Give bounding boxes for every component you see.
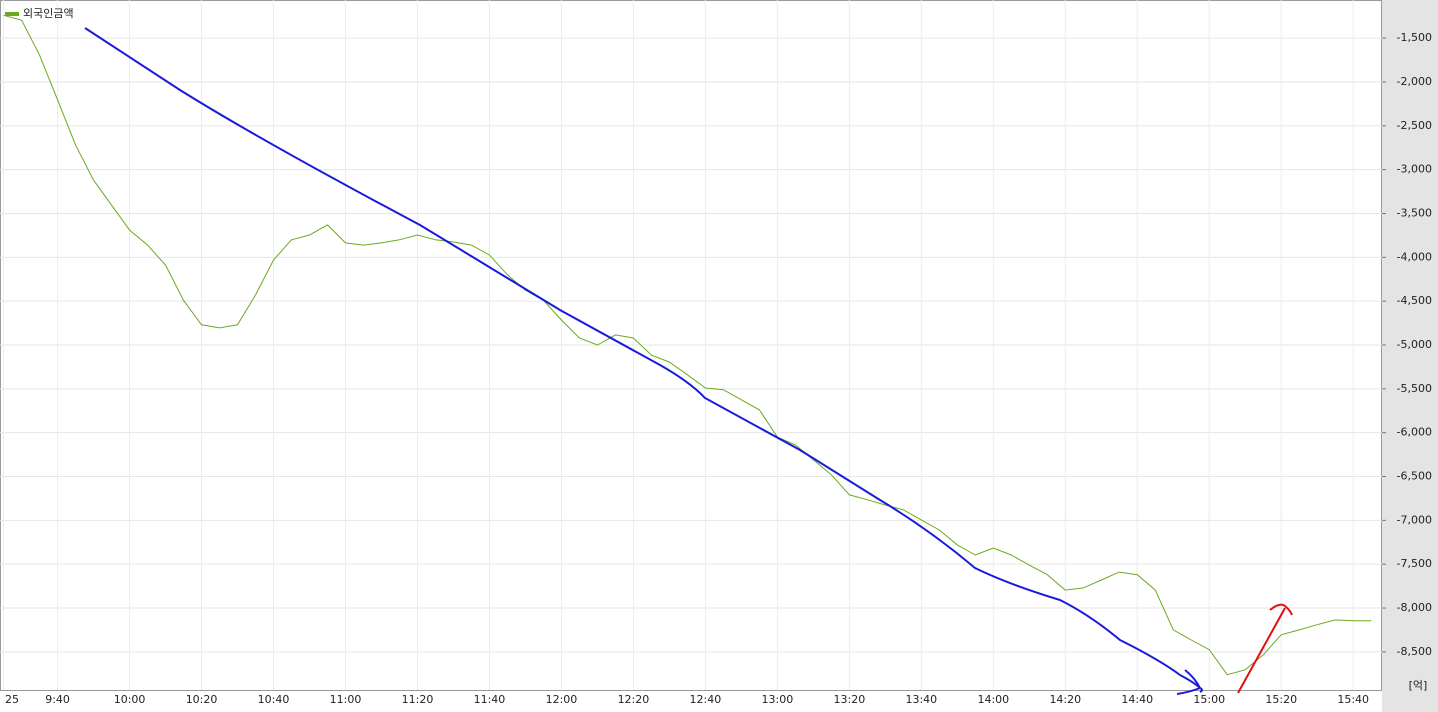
x-tick-label: 12:20 <box>618 693 650 706</box>
x-tick-label: 13:40 <box>905 693 937 706</box>
x-tick-label: 9:40 <box>45 693 70 706</box>
y-tick-label: -4,500 <box>1397 294 1432 307</box>
y-tick-label: -4,000 <box>1397 250 1432 263</box>
y-tick-label: -3,500 <box>1397 206 1432 219</box>
x-tick-label: 14:20 <box>1049 693 1081 706</box>
x-tick-label: 11:00 <box>330 693 362 706</box>
y-tick-label: -6,000 <box>1397 426 1432 439</box>
y-tick-label: -3,000 <box>1397 163 1432 176</box>
y-axis-panel <box>1382 0 1438 712</box>
y-tick-label: -5,500 <box>1397 382 1432 395</box>
x-tick-label: 10:20 <box>186 693 218 706</box>
x-tick-label: 15:00 <box>1193 693 1225 706</box>
y-tick-label: -8,000 <box>1397 601 1432 614</box>
x-tick-label: 13:20 <box>834 693 866 706</box>
x-tick-label: 11:40 <box>474 693 506 706</box>
y-tick-label: -7,500 <box>1397 557 1432 570</box>
marks <box>3 14 1372 676</box>
annotation-blue <box>84 27 1203 695</box>
y-tick-label: -8,500 <box>1397 645 1432 658</box>
x-tick-label: 15:40 <box>1337 693 1369 706</box>
y-unit: [억] <box>1409 679 1428 692</box>
x-tick-label: 14:40 <box>1121 693 1153 706</box>
y-tick-label: -2,500 <box>1397 119 1432 132</box>
x-tick-label: 12:40 <box>690 693 722 706</box>
x-tick-label: 25 <box>5 693 19 706</box>
y-tick-label: -1,500 <box>1397 31 1432 44</box>
grid <box>0 0 1386 690</box>
annotation-red <box>1237 603 1293 694</box>
x-tick-label: 15:20 <box>1265 693 1297 706</box>
x-tick-label: 10:40 <box>258 693 290 706</box>
x-tick-label: 14:00 <box>977 693 1009 706</box>
y-tick-label: -2,000 <box>1397 75 1432 88</box>
x-tick-label: 13:00 <box>762 693 794 706</box>
x-tick-label: 12:00 <box>546 693 578 706</box>
legend-label: 외국인금액 <box>23 7 74 20</box>
x-tick-label: 11:20 <box>402 693 434 706</box>
series-line <box>3 14 1372 676</box>
y-tick-label: -6,500 <box>1397 470 1432 483</box>
y-tick-label: -5,000 <box>1397 338 1432 351</box>
legend-swatch <box>5 12 19 16</box>
y-tick-label: -7,000 <box>1397 513 1432 526</box>
x-tick-label: 10:00 <box>114 693 146 706</box>
